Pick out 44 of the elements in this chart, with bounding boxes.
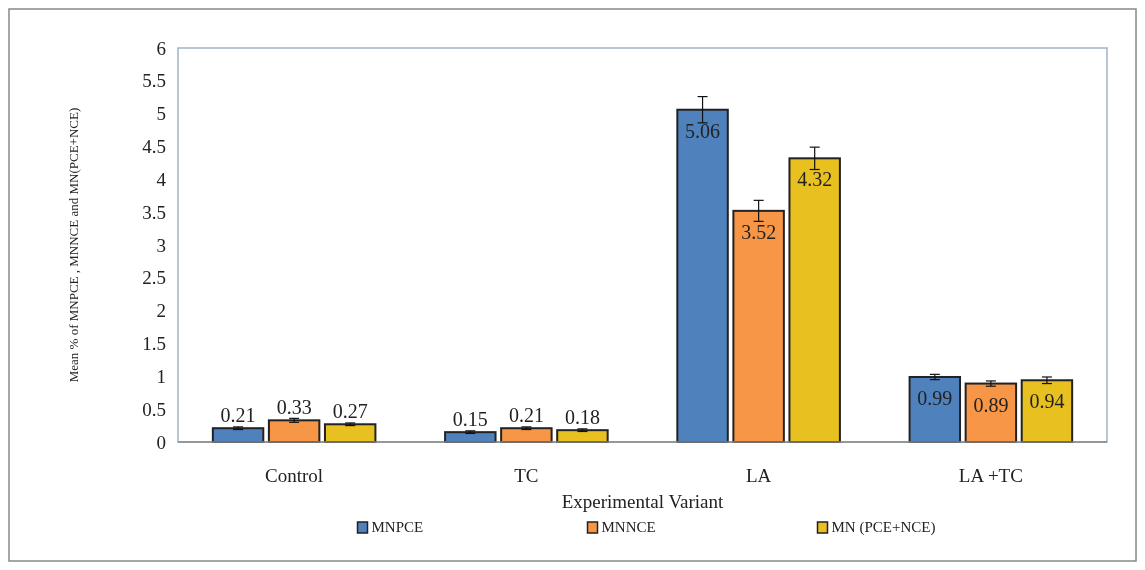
x-tick-label: Control [265, 465, 324, 486]
y-tick-label: 1 [156, 365, 166, 387]
y-tick-label: 2.5 [142, 267, 166, 289]
y-tick-label: 6 [156, 37, 166, 59]
y-tick-label: 5 [156, 103, 166, 125]
bar [732, 209, 785, 443]
y-tick-label: 0.5 [142, 398, 166, 420]
bar [788, 157, 841, 443]
bar [267, 419, 321, 443]
data-label: 0.15 [452, 408, 488, 431]
x-tick-label: LA [745, 465, 772, 486]
data-label: 0.33 [276, 396, 312, 419]
data-label: 0.99 [917, 386, 953, 409]
data-label: 0.27 [332, 400, 368, 423]
data-label: 3.52 [741, 220, 777, 243]
legend-label: MNPCE [371, 519, 424, 535]
data-label: 0.94 [1029, 390, 1065, 413]
data-label: 5.06 [685, 119, 721, 142]
data-label: 0.21 [508, 404, 544, 427]
bar [964, 382, 1018, 443]
x-tick-label: LA +TC [958, 465, 1023, 486]
legend-label: MNNCE [601, 519, 656, 535]
data-label: 0.89 [973, 393, 1009, 416]
data-label: 0.18 [564, 406, 600, 429]
y-tick-label: 2 [156, 300, 166, 322]
y-tick-label: 4 [156, 168, 167, 190]
data-label: 0.21 [220, 404, 256, 427]
data-label: 4.32 [797, 168, 833, 191]
y-axis-title: Mean % of MNPCE , MNNCE and MN(PCE+NCE) [66, 107, 81, 383]
y-tick-label: 5.5 [142, 70, 166, 92]
y-tick-label: 0 [156, 431, 166, 453]
bar [676, 108, 729, 443]
bar [323, 423, 377, 443]
bar [908, 375, 962, 443]
x-tick-label: TC [514, 465, 539, 486]
legend-label: MN (PCE+NCE) [831, 519, 936, 536]
y-tick-label: 3 [156, 234, 166, 256]
bar [500, 427, 553, 443]
x-axis-title: Experimental Variant [561, 491, 725, 512]
bar [211, 427, 265, 443]
bar [1020, 379, 1074, 443]
y-tick-label: 3.5 [142, 201, 166, 223]
y-tick-label: 4.5 [142, 136, 166, 158]
y-tick-label: 1.5 [142, 333, 166, 355]
